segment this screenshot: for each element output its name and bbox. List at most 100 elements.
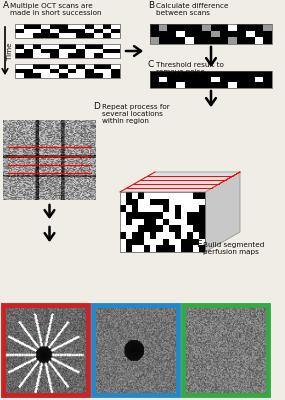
Bar: [237, 82, 246, 88]
Bar: [229, 37, 237, 44]
Bar: [41, 53, 50, 58]
Bar: [68, 33, 76, 38]
Bar: [255, 37, 263, 44]
Bar: [168, 205, 175, 212]
Bar: [41, 24, 50, 29]
Bar: [111, 33, 120, 38]
Bar: [175, 192, 181, 199]
Bar: [156, 232, 162, 239]
Bar: [176, 24, 185, 31]
Bar: [50, 49, 59, 53]
Bar: [59, 73, 68, 78]
Bar: [150, 205, 156, 212]
Bar: [193, 205, 199, 212]
Bar: [199, 239, 205, 245]
Bar: [41, 29, 50, 33]
Bar: [246, 37, 255, 44]
Bar: [181, 212, 187, 219]
Bar: [15, 24, 24, 29]
Bar: [59, 24, 68, 29]
Bar: [50, 24, 59, 29]
Bar: [237, 37, 246, 44]
Bar: [220, 71, 229, 77]
Bar: [68, 64, 76, 69]
Bar: [193, 232, 199, 239]
Bar: [132, 225, 138, 232]
Bar: [150, 82, 159, 88]
Bar: [85, 29, 94, 33]
Bar: [185, 82, 194, 88]
Bar: [120, 192, 126, 199]
Bar: [156, 199, 162, 205]
Bar: [181, 245, 187, 252]
Bar: [159, 31, 167, 37]
Bar: [176, 37, 185, 44]
Bar: [199, 212, 205, 219]
Bar: [94, 49, 103, 53]
Bar: [167, 31, 176, 37]
Bar: [237, 71, 246, 77]
Bar: [162, 239, 168, 245]
Bar: [103, 24, 111, 29]
Bar: [202, 71, 211, 77]
Bar: [181, 205, 187, 212]
Bar: [167, 77, 176, 82]
Bar: [144, 225, 150, 232]
Bar: [168, 232, 175, 239]
Bar: [162, 212, 168, 219]
Polygon shape: [120, 172, 240, 192]
Text: Multiple OCT scans are
made in short succession: Multiple OCT scans are made in short suc…: [10, 3, 101, 16]
Bar: [150, 37, 159, 44]
Bar: [76, 44, 85, 49]
Bar: [94, 69, 103, 73]
Bar: [237, 24, 246, 31]
Bar: [159, 24, 167, 31]
Bar: [246, 24, 255, 31]
Bar: [85, 49, 94, 53]
Bar: [229, 31, 237, 37]
Bar: [199, 225, 205, 232]
Bar: [126, 239, 132, 245]
Bar: [144, 232, 150, 239]
Bar: [50, 64, 59, 69]
Bar: [120, 232, 126, 239]
Bar: [211, 24, 220, 31]
Bar: [175, 239, 181, 245]
Bar: [59, 29, 68, 33]
Bar: [32, 64, 41, 69]
Bar: [50, 69, 59, 73]
Bar: [41, 33, 50, 38]
Bar: [15, 53, 24, 58]
Bar: [194, 82, 202, 88]
Bar: [193, 219, 199, 225]
Bar: [156, 219, 162, 225]
Bar: [185, 77, 194, 82]
Bar: [202, 77, 211, 82]
Bar: [263, 71, 272, 77]
Bar: [132, 219, 138, 225]
Bar: [120, 199, 126, 205]
Bar: [85, 73, 94, 78]
Bar: [187, 192, 193, 199]
Bar: [187, 212, 193, 219]
Bar: [132, 199, 138, 205]
Bar: [24, 53, 32, 58]
Bar: [68, 24, 76, 29]
Bar: [263, 37, 272, 44]
Bar: [220, 82, 229, 88]
Bar: [168, 239, 175, 245]
Text: D: D: [93, 102, 100, 111]
Bar: [159, 77, 167, 82]
Bar: [144, 205, 150, 212]
Text: Repeat process for
several locations
within region: Repeat process for several locations wit…: [102, 104, 170, 124]
Bar: [229, 77, 237, 82]
Bar: [120, 212, 126, 219]
Bar: [76, 73, 85, 78]
Bar: [120, 225, 126, 232]
Bar: [167, 24, 176, 31]
Bar: [68, 29, 76, 33]
Bar: [156, 192, 162, 199]
Bar: [199, 219, 205, 225]
Bar: [194, 71, 202, 77]
Bar: [181, 232, 187, 239]
